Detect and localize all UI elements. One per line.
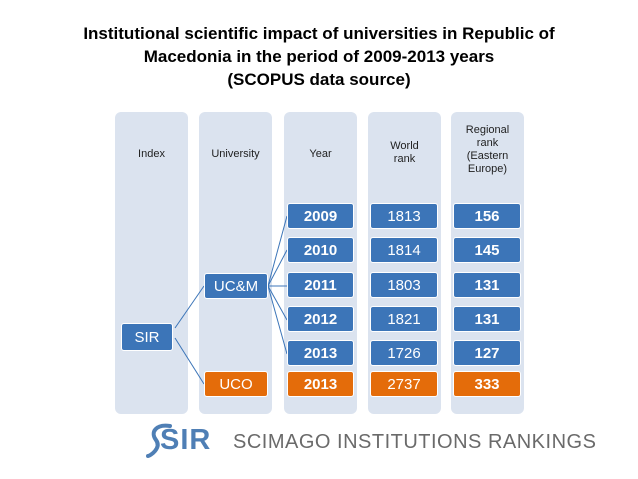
title-line-1: Institutional scientific impact of unive… (83, 24, 555, 43)
year-header: Year (309, 148, 332, 160)
regional-rank-box-2011: 131 (453, 272, 521, 298)
year-box-2009: 2009 (287, 203, 354, 229)
year-box-2013: 2013 (287, 340, 354, 366)
world-rank-header-line-2: rank (393, 153, 416, 165)
connector-ucm-2012 (267, 285, 288, 321)
world-rank-box-2010: 1814 (370, 237, 438, 263)
connector-ucm-2010 (267, 249, 288, 287)
connector-sir-uco (174, 337, 205, 385)
regional-rank-header-line-2: rank (476, 137, 499, 149)
world-rank-header: World rank (368, 140, 441, 166)
title-line-2: Macedonia in the period of 2009-2013 yea… (143, 47, 495, 66)
connector-ucm-2009 (267, 215, 288, 287)
year-box-2012: 2012 (287, 306, 354, 332)
university-column: University (199, 112, 272, 414)
world-rank-box-uco-2013: 2737 (370, 371, 438, 397)
sir-index-box: SIR (121, 323, 173, 351)
regional-rank-box-uco-2013: 333 (453, 371, 521, 397)
regional-rank-box-2010: 145 (453, 237, 521, 263)
regional-rank-box-2012: 131 (453, 306, 521, 332)
world-rank-box-2012: 1821 (370, 306, 438, 332)
world-rank-box-2013: 1726 (370, 340, 438, 366)
title-line-3: (SCOPUS data source) (227, 70, 411, 89)
university-header: University (211, 148, 260, 160)
regional-rank-header-line-3: (Eastern (466, 150, 509, 162)
regional-rank-box-2009: 156 (453, 203, 521, 229)
connector-ucm-2013 (267, 285, 288, 355)
logo-mark: SIR (160, 424, 212, 456)
year-box-uco-2013: 2013 (287, 371, 354, 397)
regional-rank-box-2013: 127 (453, 340, 521, 366)
logo-name: SCIMAGO INSTITUTIONS RANKINGS (233, 431, 597, 453)
year-box-2010: 2010 (287, 237, 354, 263)
index-header: Index (138, 148, 165, 160)
connector-sir-ucm (174, 285, 205, 329)
slide-title: Institutional scientific impact of unive… (40, 22, 598, 91)
logo-swoosh-icon (146, 423, 172, 458)
year-box-2011: 2011 (287, 272, 354, 298)
university-box-uco: UCO (204, 371, 268, 397)
university-box-ucm: UC&M (204, 273, 268, 299)
regional-rank-header-line-1: Regional (465, 124, 510, 136)
regional-rank-header-line-4: Europe) (467, 163, 508, 175)
world-rank-box-2009: 1813 (370, 203, 438, 229)
index-column: Index (115, 112, 188, 414)
world-rank-box-2011: 1803 (370, 272, 438, 298)
regional-rank-header: Regional rank (Eastern Europe) (451, 124, 524, 176)
world-rank-header-line-1: World (390, 140, 419, 152)
